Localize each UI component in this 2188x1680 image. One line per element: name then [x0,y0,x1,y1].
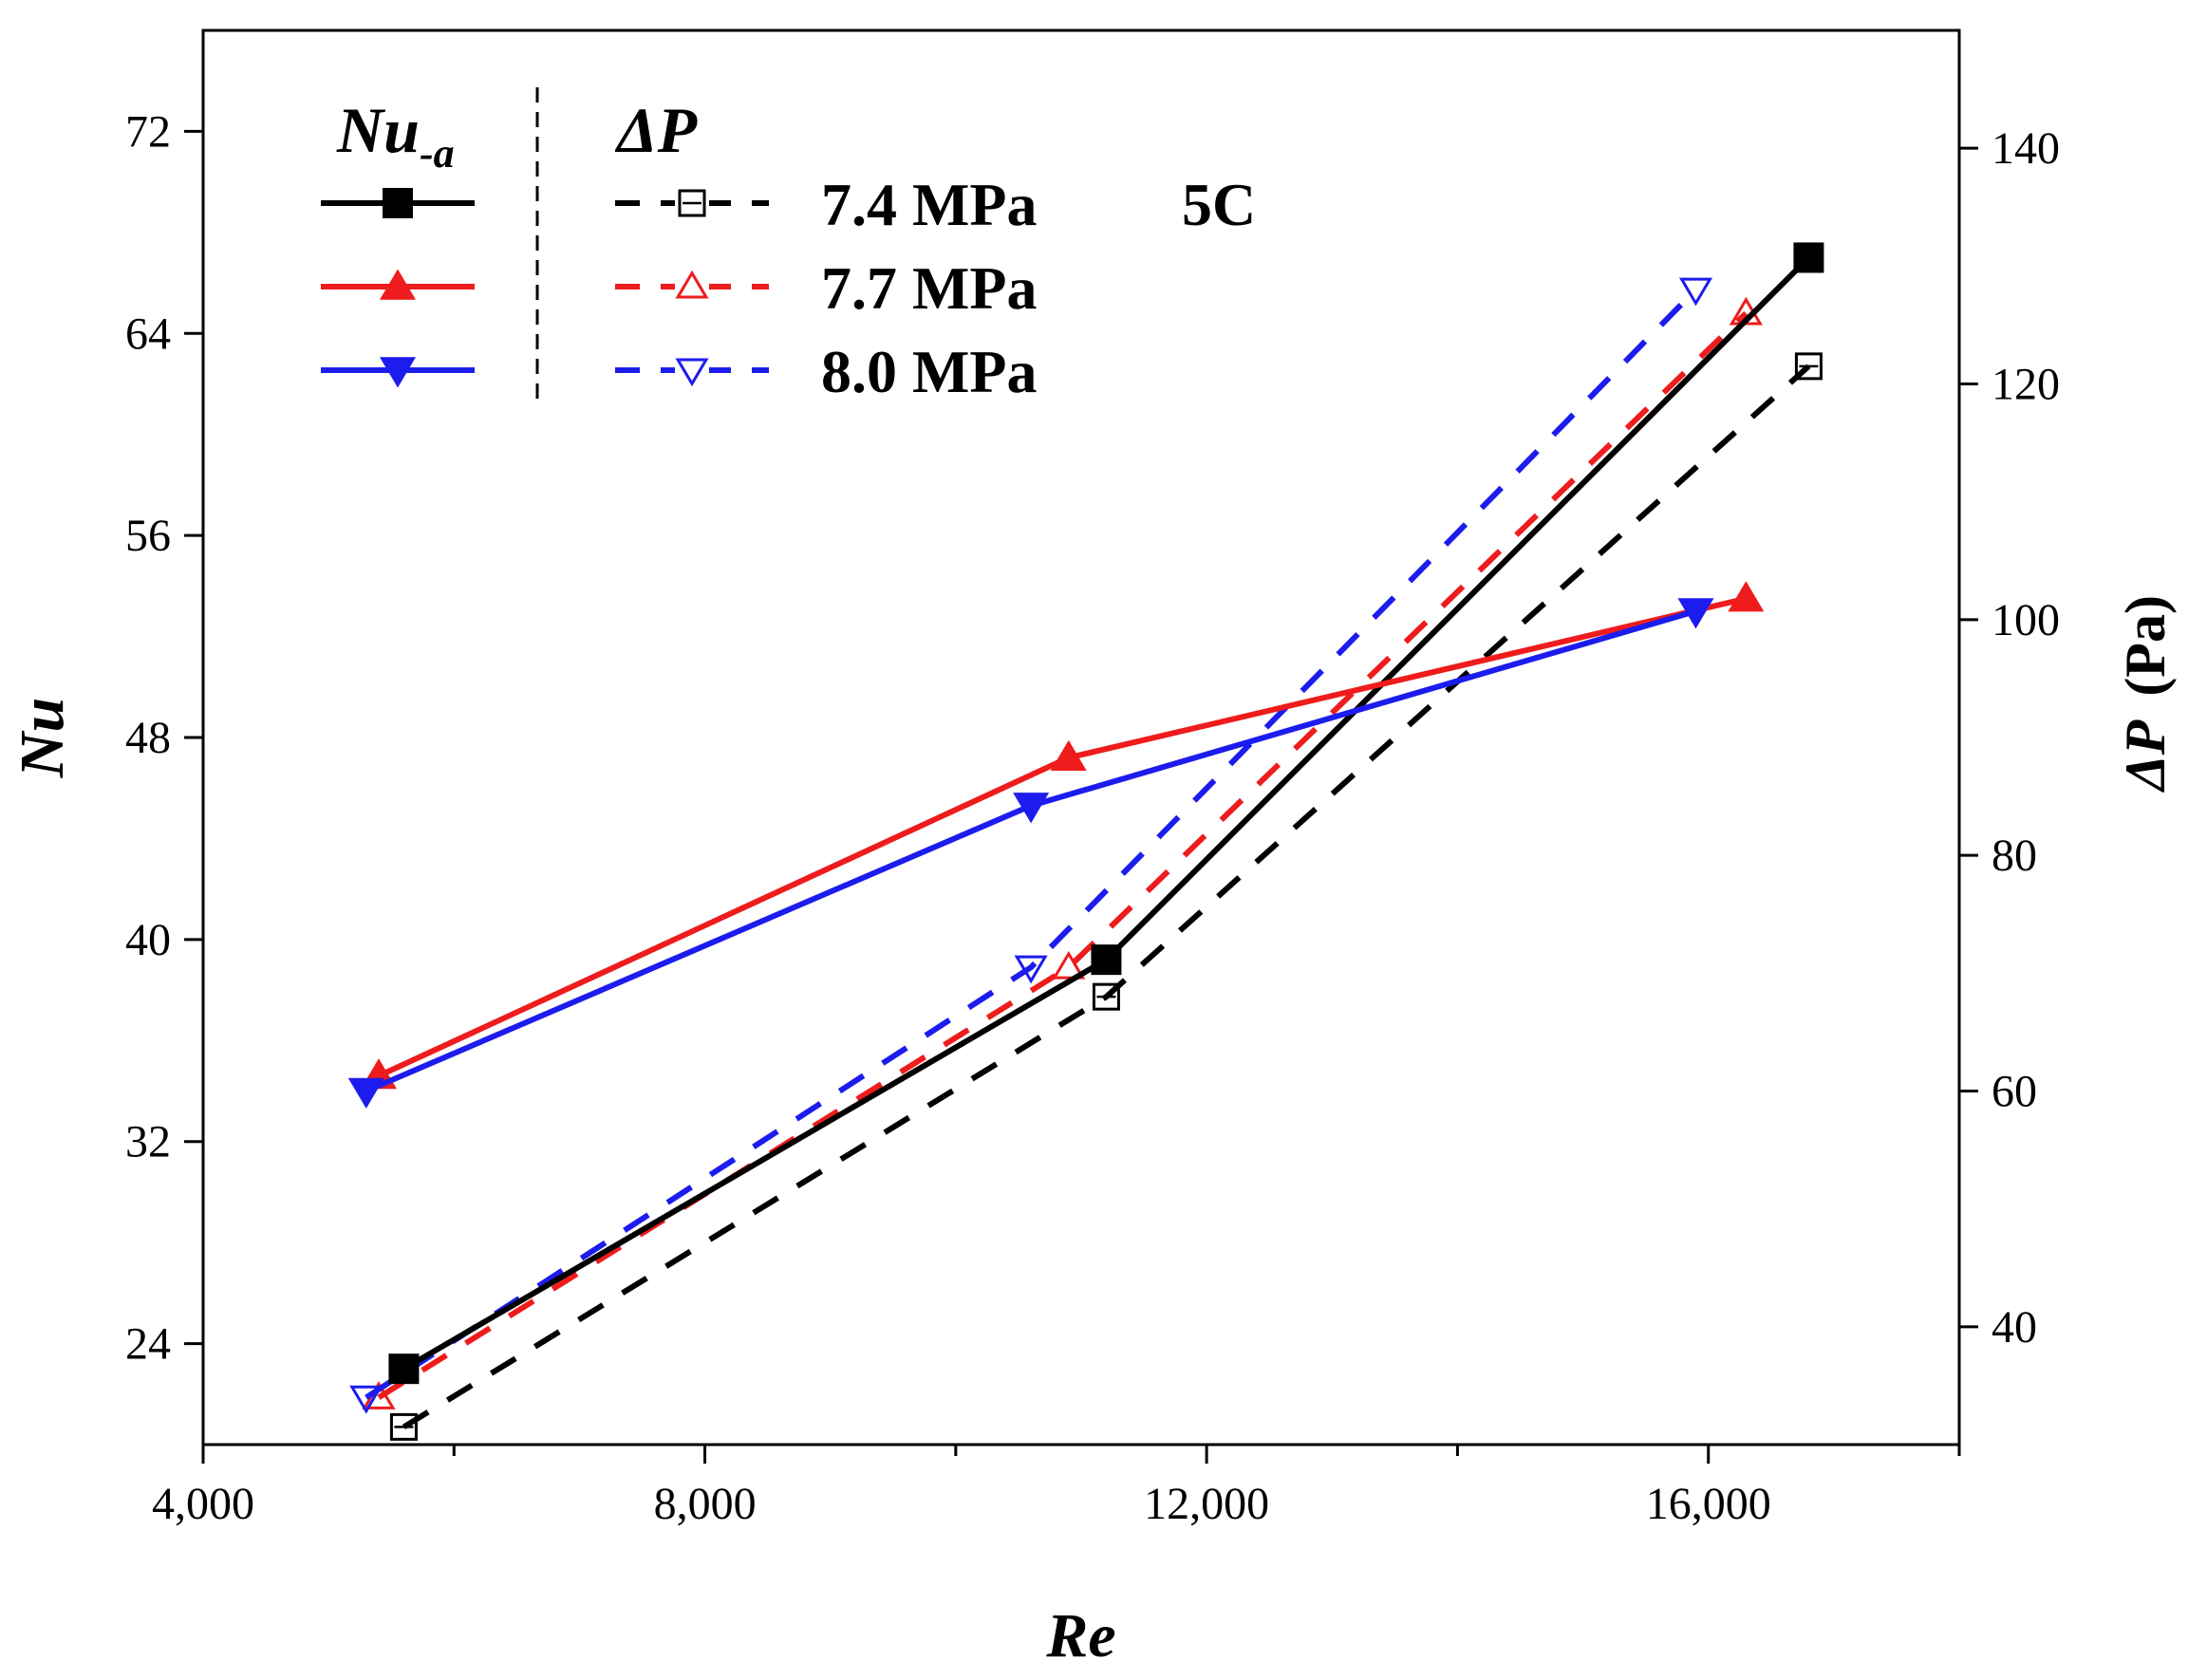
legend: Nu-a ΔP 7.4 MPa 7.7 MPa 8.0 MPa 5C [321,87,1256,405]
legend-swatch-nu [321,188,475,218]
legend-swatch-dp [615,270,769,304]
legend-header-nu-base: Nu [336,94,420,166]
data-point [1014,955,1048,984]
y-right-axis-symbol: ΔP [2114,719,2177,793]
x-tick-label: 8,000 [654,1479,757,1529]
y-left-tick-label: 72 [125,106,171,157]
legend-label-8-0: 8.0 MPa [821,338,1038,405]
series-line [377,310,1749,1400]
y-left-tick-label: 24 [125,1319,171,1370]
data-point [1050,739,1087,772]
series-nu-7-7-mpa [360,581,1765,1090]
data-point [388,1353,420,1385]
y-left-tick-label: 56 [125,511,171,561]
data-point [1794,352,1823,381]
y-right-tick-label: 140 [1992,123,2060,174]
legend-marker [675,270,709,299]
series-line [402,364,1811,1429]
y-right-tick-label: 40 [1992,1302,2037,1353]
series-nu-7-4-mpa [388,242,1824,1385]
series-nu-8-0-mpa [347,598,1714,1109]
series-line [377,595,1748,1079]
legend-marker [379,269,417,300]
legend-swatch-nu [321,357,475,388]
data-point [1728,581,1765,612]
series--p-7-7-mpa [362,296,1763,1409]
y-left-tick-label: 40 [125,915,171,965]
data-point [1052,950,1086,980]
y-right-axis-title: ΔP (Pa) [2114,595,2177,793]
legend-marker [379,357,417,388]
x-tick-label: 16,000 [1646,1479,1771,1529]
y-left-tick-label: 32 [125,1117,171,1167]
data-point [1091,944,1122,976]
series-line [365,288,1698,1400]
data-point [349,1385,383,1414]
legend-swatch-dp [615,353,769,387]
series-layer [347,242,1824,1441]
legend-header-nu-sub: -a [420,130,455,177]
data-point [1793,242,1824,273]
y-right-axis-unit: (Pa) [2114,595,2177,697]
y-right-tick-label: 100 [1992,595,2060,645]
plot-frame [201,28,1961,1447]
series--p-8-0-mpa [349,277,1713,1414]
data-point [347,1077,384,1109]
data-point [1092,982,1120,1011]
legend-label-7-7: 7.7 MPa [821,254,1038,322]
x-tick-label: 4,000 [152,1479,254,1529]
legend-marker [678,189,706,217]
legend-marker [383,188,413,218]
legend-swatch-dp [615,186,769,220]
data-point [1678,277,1713,307]
series-line [365,608,1697,1094]
y-axis-right: 40 60 80 100 120 140 [1959,123,2060,1353]
y-left-axis-title: Nu [8,698,77,778]
y-right-tick-label: 120 [1992,360,2060,410]
x-tick-label: 12,000 [1144,1479,1269,1529]
series--p-7-4-mpa [389,352,1823,1441]
legend-label-7-4: 7.4 MPa [821,171,1038,238]
series-line [402,255,1811,1372]
data-point [1013,793,1050,824]
y-left-tick-label: 64 [125,308,171,359]
data-point [389,1412,418,1441]
legend-marker [675,358,709,387]
x-axis-title: Re [1045,1601,1115,1671]
legend-header-nu: Nu-a [336,94,455,177]
legend-swatch-nu [321,269,475,300]
y-right-tick-label: 80 [1992,831,2037,881]
y-axis-left: 24 32 40 48 56 64 72 [125,106,203,1370]
x-axis: 4,000 8,000 12,000 16,000 [152,1445,1961,1529]
data-point [1677,598,1714,629]
y-left-tick-label: 48 [125,713,171,763]
legend-header-dp: ΔP [614,94,698,166]
y-right-tick-label: 60 [1992,1067,2037,1117]
annotation-5c: 5C [1182,171,1256,238]
